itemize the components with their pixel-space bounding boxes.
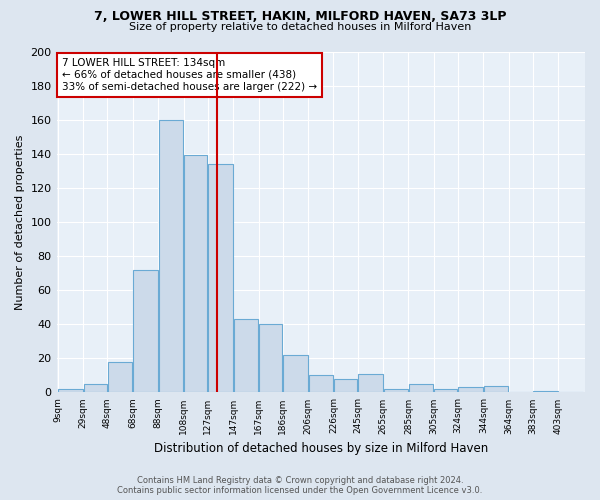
Bar [184, 156, 207, 392]
Text: 7 LOWER HILL STREET: 134sqm
← 66% of detached houses are smaller (438)
33% of se: 7 LOWER HILL STREET: 134sqm ← 66% of det… [62, 58, 317, 92]
Bar [409, 384, 433, 392]
Bar [133, 270, 158, 392]
Bar [383, 389, 408, 392]
Bar [208, 164, 233, 392]
Bar [233, 319, 258, 392]
Bar [158, 120, 183, 392]
Bar [434, 389, 457, 392]
Text: Contains HM Land Registry data © Crown copyright and database right 2024.
Contai: Contains HM Land Registry data © Crown c… [118, 476, 482, 495]
Bar [533, 390, 558, 392]
Bar [283, 355, 308, 393]
Bar [484, 386, 508, 392]
Bar [84, 384, 107, 392]
Bar [259, 324, 282, 392]
Bar [58, 389, 83, 392]
Bar [308, 376, 333, 392]
Bar [108, 362, 132, 392]
Bar [458, 388, 483, 392]
Y-axis label: Number of detached properties: Number of detached properties [15, 134, 25, 310]
Text: 7, LOWER HILL STREET, HAKIN, MILFORD HAVEN, SA73 3LP: 7, LOWER HILL STREET, HAKIN, MILFORD HAV… [94, 10, 506, 23]
Text: Size of property relative to detached houses in Milford Haven: Size of property relative to detached ho… [129, 22, 471, 32]
Bar [358, 374, 383, 392]
X-axis label: Distribution of detached houses by size in Milford Haven: Distribution of detached houses by size … [154, 442, 488, 455]
Bar [334, 379, 357, 392]
